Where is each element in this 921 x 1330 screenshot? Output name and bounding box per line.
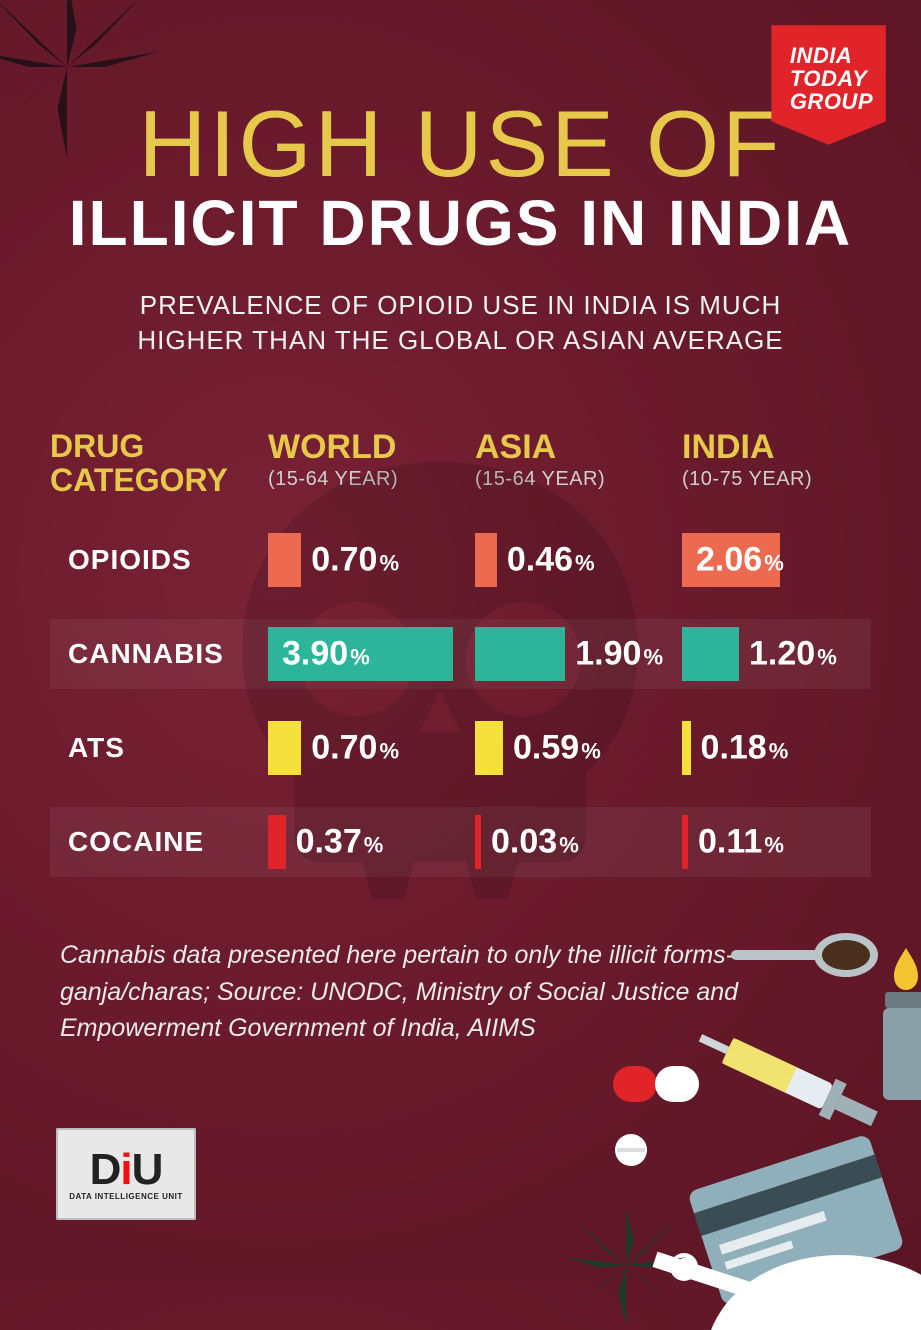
bar-cell: 0.11% (682, 807, 871, 877)
col-category: DRUGCATEGORY (50, 430, 250, 497)
bar-cell: 0.70% (268, 525, 457, 595)
table-row: OPIOIDS 0.70% 0.46% 2.06% (50, 525, 871, 595)
bar-cell: 3.90% (268, 619, 457, 689)
card-icon (687, 1134, 905, 1307)
bar-cell: 0.03% (475, 807, 664, 877)
bar (475, 815, 481, 869)
bar-cell: 0.18% (682, 713, 871, 783)
column-headers: DRUGCATEGORY WORLD (15-64 YEAR) ASIA (15… (50, 430, 871, 497)
bar (268, 533, 301, 587)
diu-label: DiU (90, 1148, 163, 1192)
title-line2: ILLICIT DRUGS IN INDIA (0, 186, 921, 260)
col-world: WORLD (15-64 YEAR) (268, 430, 457, 491)
col-india: INDIA (10-75 YEAR) (682, 430, 871, 491)
bar (475, 627, 565, 681)
diu-badge: DiU DATA INTELLIGENCE UNIT (56, 1128, 196, 1220)
footnote: Cannabis data presented here pertain to … (60, 937, 760, 1046)
pill-round-icon (667, 1250, 701, 1284)
bar-cell: 0.70% (268, 713, 457, 783)
bar-value: 0.18% (701, 729, 789, 768)
bar-value: 0.46% (507, 541, 595, 580)
table-row: COCAINE 0.37% 0.03% 0.11% (50, 807, 871, 877)
lighter-icon (871, 940, 921, 1110)
row-label: OPIOIDS (50, 544, 250, 576)
bar-value: 1.20% (749, 635, 837, 674)
bar-cell: 0.59% (475, 713, 664, 783)
bar-value: 0.59% (513, 729, 601, 768)
pill-icon (611, 1060, 701, 1108)
bar-cell: 1.20% (682, 619, 871, 689)
bar-value: 0.11% (698, 823, 784, 862)
bar-value: 1.90% (575, 635, 663, 674)
bar-value: 3.90% (282, 635, 370, 674)
bar-value: 0.70% (311, 729, 399, 768)
brand-badge: INDIATODAYGROUP (761, 20, 891, 150)
diu-sub: DATA INTELLIGENCE UNIT (69, 1192, 183, 1201)
table-row: CANNABIS 3.90% 1.90% 1.20% (50, 619, 871, 689)
bar-value: 0.03% (491, 823, 579, 862)
bar (682, 815, 688, 869)
bar-value: 2.06% (696, 541, 784, 580)
col-asia: ASIA (15-64 YEAR) (475, 430, 664, 491)
cigarette-icon (651, 1246, 812, 1322)
row-label: ATS (50, 732, 250, 764)
bar-cell: 0.37% (268, 807, 457, 877)
brand-text: INDIATODAYGROUP (790, 44, 873, 113)
row-label: CANNABIS (50, 638, 250, 670)
bar (475, 533, 497, 587)
chart-rows: OPIOIDS 0.70% 0.46% 2.06% CANNABIS 3.90% 1.90%… (50, 525, 871, 877)
bar (268, 815, 286, 869)
pill-round-icon (611, 1130, 651, 1170)
subtitle: PREVALENCE OF OPIOID USE IN INDIA IS MUC… (101, 288, 821, 358)
bar-value: 0.70% (311, 541, 399, 580)
bar-cell: 2.06% (682, 525, 871, 595)
bar-value: 0.37% (296, 823, 384, 862)
bar (682, 721, 691, 775)
leaf-tl-icon (0, 0, 162, 162)
bar-cell: 0.46% (475, 525, 664, 595)
bar (475, 721, 503, 775)
bar-cell: 1.90% (475, 619, 664, 689)
row-label: COCAINE (50, 826, 250, 858)
powder-icon (711, 1170, 921, 1330)
leaf-br-icon (561, 1200, 691, 1330)
bar (268, 721, 301, 775)
table-row: ATS 0.70% 0.59% 0.18% (50, 713, 871, 783)
chart: DRUGCATEGORY WORLD (15-64 YEAR) ASIA (15… (50, 430, 871, 877)
bar (682, 627, 739, 681)
